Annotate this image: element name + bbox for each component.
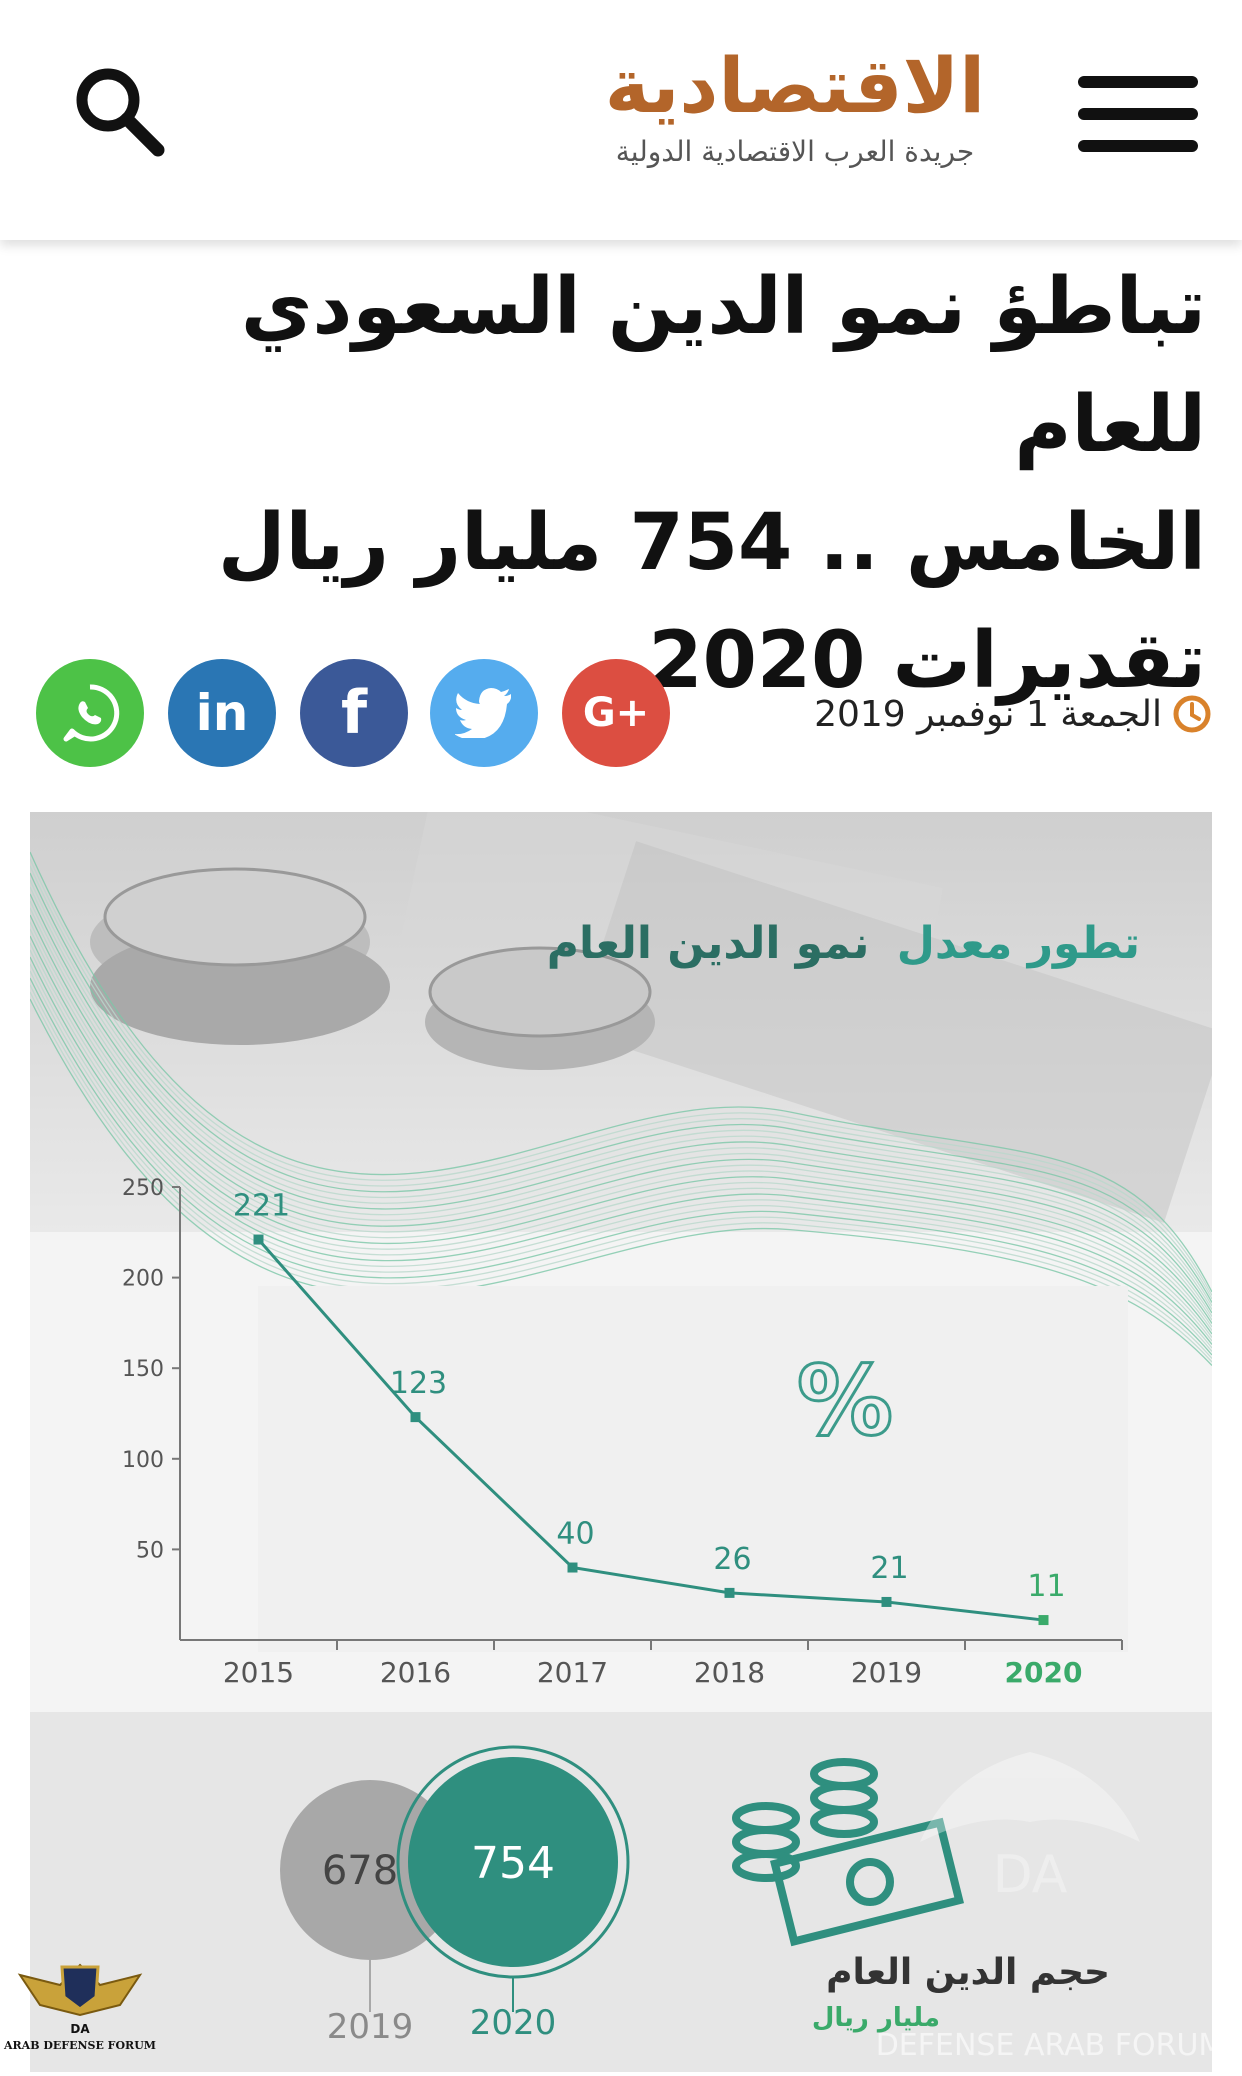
bubble-2020-year: 2020 bbox=[470, 2003, 557, 2043]
data-point bbox=[724, 1587, 735, 1598]
y-tick-label: 150 bbox=[122, 1357, 164, 1382]
bubble-2019-value: 678 bbox=[322, 1848, 398, 1894]
logo-subtitle: جريدة العرب الاقتصادية الدولية bbox=[615, 135, 975, 168]
data-point bbox=[567, 1562, 578, 1573]
decorative-wave-lines bbox=[30, 851, 1212, 1366]
linkedin-icon: in bbox=[195, 684, 249, 742]
line-chart: 50 100 150 200 250 2015 2016 2017 2018 2019 2020 22… bbox=[122, 1176, 1123, 1689]
headline-line-3: تقديرات 2020 bbox=[648, 616, 1206, 706]
svg-text:DA: DA bbox=[993, 1845, 1068, 1905]
headline-line-2: الخامس .. 754 مليار ريال bbox=[217, 498, 1206, 588]
infographic-canvas: 50 100 150 200 250 2015 2016 2017 2018 2019 2020 22… bbox=[30, 812, 1212, 2072]
chart-plot-background bbox=[258, 1286, 1128, 1652]
bubble-2020 bbox=[408, 1757, 618, 1967]
bubble-2020-value: 754 bbox=[471, 1838, 555, 1889]
x-tick-label: 2020 bbox=[1005, 1656, 1083, 1689]
infographic-title: تطور معدل نمو الدين العام bbox=[547, 918, 1140, 969]
facebook-share-button[interactable]: f bbox=[300, 659, 408, 767]
x-tick-label: 2017 bbox=[537, 1656, 608, 1689]
data-point bbox=[410, 1412, 421, 1423]
bubble-2019-year: 2019 bbox=[327, 2007, 414, 2047]
article-meta-row: in f G+ الجمعة 1 نوفمبر 2019 bbox=[0, 655, 1242, 770]
x-tick-label: 2016 bbox=[380, 1656, 451, 1689]
data-point bbox=[1038, 1615, 1049, 1626]
data-label: 26 bbox=[713, 1542, 751, 1577]
y-tick-label: 250 bbox=[122, 1176, 164, 1201]
forum-watermark-emblem: DA bbox=[920, 1752, 1140, 1905]
debt-volume-label: حجم الدين العام bbox=[826, 1952, 1110, 1993]
whatsapp-icon bbox=[63, 684, 120, 742]
x-tick-label: 2015 bbox=[223, 1656, 294, 1689]
series-line bbox=[257, 1238, 1044, 1622]
data-point bbox=[881, 1596, 892, 1607]
y-tick-label: 100 bbox=[122, 1448, 164, 1473]
data-label: 40 bbox=[556, 1517, 594, 1552]
y-tick-label: 200 bbox=[122, 1267, 164, 1292]
headline-line-1: تباطؤ نمو الدين السعودي للعام bbox=[240, 262, 1206, 470]
whatsapp-share-button[interactable] bbox=[36, 659, 144, 767]
data-label: 221 bbox=[233, 1189, 290, 1224]
search-icon[interactable] bbox=[70, 62, 170, 162]
badge-text: ARAB DEFENSE FORUM bbox=[3, 2039, 156, 2052]
x-tick-label: 2018 bbox=[694, 1656, 765, 1689]
hamburger-menu-icon[interactable] bbox=[1078, 76, 1198, 152]
svg-text:DA: DA bbox=[70, 2022, 90, 2036]
article-headline: تباطؤ نمو الدين السعودي للعام الخامس .. … bbox=[36, 248, 1206, 720]
publish-date-text: الجمعة 1 نوفمبر 2019 bbox=[814, 693, 1162, 735]
y-tick-label: 50 bbox=[136, 1538, 164, 1563]
data-label: 11 bbox=[1027, 1569, 1065, 1604]
facebook-icon: f bbox=[340, 678, 368, 748]
coins-stack-illustration bbox=[90, 867, 655, 1070]
percent-symbol: % bbox=[797, 1345, 893, 1457]
google-plus-icon: G+ bbox=[582, 690, 650, 736]
x-tick-label: 2019 bbox=[851, 1656, 922, 1689]
linkedin-share-button[interactable]: in bbox=[168, 659, 276, 767]
data-label: 123 bbox=[390, 1366, 447, 1401]
forum-watermark-text: DEFENSE ARAB FORUM bbox=[876, 2028, 1212, 2063]
twitter-bird-icon bbox=[455, 688, 511, 738]
debt-volume-unit: مليار ريال bbox=[812, 2003, 940, 2033]
article-infographic-image: 50 100 150 200 250 2015 2016 2017 2018 2019 2020 22… bbox=[30, 812, 1212, 2072]
debt-volume-panel bbox=[30, 1712, 1212, 2072]
money-stack-icon bbox=[732, 1758, 965, 1947]
google-plus-share-button[interactable]: G+ bbox=[562, 659, 670, 767]
forum-badge-logo: DA ARAB DEFENSE FORUM bbox=[0, 1945, 160, 2072]
logo-title: الاقتصادية bbox=[604, 41, 987, 130]
twitter-share-button[interactable] bbox=[430, 659, 538, 767]
data-label: 21 bbox=[870, 1551, 908, 1586]
site-logo[interactable]: الاقتصادية جريدة العرب الاقتصادية الدولي… bbox=[585, 40, 1005, 190]
clock-icon bbox=[1173, 695, 1211, 733]
banknotes-illustration bbox=[396, 812, 1212, 1223]
data-point bbox=[253, 1234, 264, 1245]
top-header: الاقتصادية جريدة العرب الاقتصادية الدولي… bbox=[0, 0, 1242, 240]
publish-date: الجمعة 1 نوفمبر 2019 bbox=[814, 689, 1212, 739]
